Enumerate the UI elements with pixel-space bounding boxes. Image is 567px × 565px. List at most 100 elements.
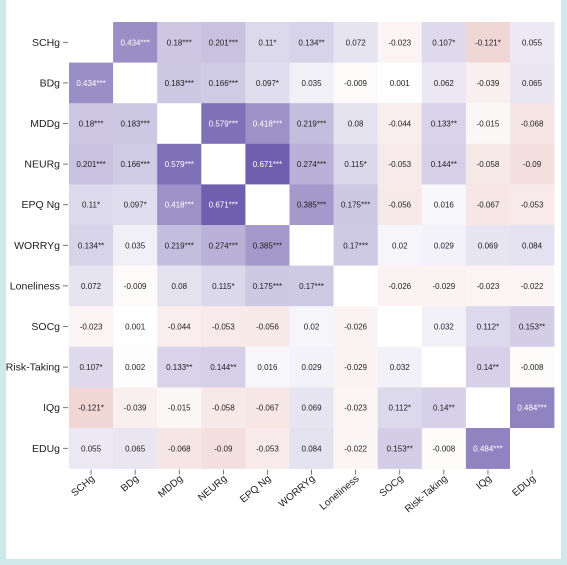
heatmap-cell-epq-ng-risk-taking [421, 184, 467, 226]
heatmap-cell-epq-ng-loneliness [333, 184, 378, 226]
heatmap-cell-worryg-bdg [113, 225, 158, 266]
heatmap-cell-bdg-loneliness [333, 62, 378, 104]
heatmap-cell-edug-iqg [465, 428, 511, 469]
heatmap-cell-epq-ng-edug [510, 184, 555, 226]
heatmap-cell-risk-taking-epq-ng [245, 346, 290, 388]
cell-value-label: -0.056 [388, 201, 411, 210]
cell-value-label: 0.107* [432, 38, 455, 47]
heatmap-cell-epq-ng-mddg [157, 184, 202, 226]
cell-value-label: 0.065 [125, 444, 146, 453]
heatmap-cell-risk-taking-worryg [289, 346, 334, 388]
cell-value-label: -0.023 [344, 404, 367, 413]
heatmap-cell-bdg-neurg [201, 62, 246, 104]
heatmap-cell-loneliness-worryg [289, 265, 334, 307]
heatmap-cell-socg-bdg [113, 306, 158, 348]
cell-value-label: 0.115* [212, 282, 235, 291]
cell-value-label: -0.008 [433, 444, 456, 453]
heatmap-cell-risk-taking-risk-taking [421, 346, 467, 388]
heatmap-cell-iqg-worryg [289, 387, 334, 429]
cell-value-label: 0.069 [302, 404, 323, 413]
cell-value-label: 0.385*** [253, 241, 282, 250]
cell-value-label: 0.02 [392, 241, 408, 250]
heatmap-cell-edug-socg [377, 428, 423, 469]
heatmap-cell-neurg-bdg [113, 143, 158, 185]
cell-value-label: 0.484*** [473, 444, 502, 453]
cell-value-label: 0.029 [434, 241, 455, 250]
cell-value-label: 0.18*** [79, 120, 104, 129]
cell-value-label: 0.201*** [76, 160, 105, 169]
cell-value-label: -0.067 [256, 404, 279, 413]
cell-value-label: 0.434*** [76, 79, 105, 88]
heatmap-cell-mddg-iqg [465, 103, 511, 145]
heatmap-cell-epq-ng-schg [69, 184, 114, 226]
cell-value-label: -0.056 [256, 323, 279, 332]
heatmap-cell-loneliness-neurg [201, 265, 246, 307]
heatmap-cell-iqg-epq-ng [245, 387, 290, 429]
cell-value-label: 0.14** [477, 363, 499, 372]
cell-value-label: 0.032 [390, 363, 411, 372]
row-labels: SCHg BDg MDDg NEURg EPQ Ng WORRYg Loneliness SO… [6, 37, 68, 455]
cell-value-label: 0.219*** [165, 241, 194, 250]
heatmap-cell-risk-taking-edug [510, 346, 555, 388]
cell-value-label: 0.035 [302, 79, 323, 88]
heatmap-cell-iqg-schg [69, 387, 114, 429]
heatmap-cell-socg-worryg [289, 306, 334, 348]
heatmap-cell-mddg-schg [69, 103, 114, 145]
cell-value-label: -0.053 [388, 160, 411, 169]
row-label-iqg: IQg [43, 402, 60, 414]
heatmap-cell-worryg-iqg [465, 225, 511, 266]
frame-right-border [561, 0, 567, 565]
cell-value-label: 0.062 [434, 79, 455, 88]
cell-value-label: -0.044 [388, 120, 411, 129]
cell-value-label: 0.201*** [209, 38, 238, 47]
heatmap-cell-iqg-neurg [201, 387, 246, 429]
heatmap-cell-loneliness-risk-taking [421, 265, 467, 307]
heatmap-cell-iqg-iqg [465, 387, 511, 429]
cell-value-label: -0.039 [477, 79, 500, 88]
cell-value-label: 0.084 [522, 241, 543, 250]
heatmap-cell-risk-taking-iqg [465, 346, 511, 388]
heatmap-cell-neurg-risk-taking [421, 143, 467, 185]
cell-value-label: 0.055 [81, 444, 102, 453]
column-label-iqg: IQg [474, 473, 493, 492]
cell-value-label: -0.053 [212, 323, 235, 332]
cell-value-label: 0.08 [171, 282, 187, 291]
cell-value-label: 0.065 [522, 79, 543, 88]
cell-value-label: 0.484*** [517, 404, 546, 413]
cell-value-label: -0.023 [80, 323, 103, 332]
heatmap-cell-risk-taking-neurg [201, 346, 246, 388]
cell-value-label: 0.17*** [343, 241, 368, 250]
cell-value-label: 0.175*** [253, 282, 282, 291]
cell-value-label: 0.144** [431, 160, 457, 169]
heatmap-cell-worryg-mddg [157, 225, 202, 266]
heatmap-cell-socg-socg [377, 306, 423, 348]
heatmap-cell-epq-ng-epq-ng [245, 184, 290, 226]
heatmap-cell-worryg-epq-ng [245, 225, 290, 266]
cell-value-label: -0.039 [124, 404, 147, 413]
cell-value-label: 0.072 [81, 282, 102, 291]
cell-value-label: 0.153** [387, 444, 413, 453]
heatmap-cell-risk-taking-mddg [157, 346, 202, 388]
row-label-mddg: MDDg [30, 118, 60, 130]
cell-value-label: 0.175*** [341, 201, 370, 210]
heatmap-cell-worryg-socg [377, 225, 423, 266]
cell-value-label: -0.058 [212, 404, 235, 413]
heatmap-cell-bdg-edug [510, 62, 555, 104]
heatmap-cell-loneliness-schg [69, 265, 114, 307]
cell-value-label: 0.166*** [120, 160, 149, 169]
heatmap-cell-loneliness-bdg [113, 265, 158, 307]
cell-value-label: -0.121* [475, 38, 501, 47]
heatmap-cell-mddg-worryg [289, 103, 334, 145]
heatmap-cell-loneliness-epq-ng [245, 265, 290, 307]
cell-value-label: -0.009 [344, 79, 367, 88]
heatmap-cell-mddg-bdg [113, 103, 158, 145]
row-label-worryg: WORRYg [14, 240, 60, 252]
heatmap-cell-worryg-neurg [201, 225, 246, 266]
heatmap-cell-epq-ng-bdg [113, 184, 158, 226]
heatmap-cell-socg-risk-taking [421, 306, 467, 348]
cell-value-label: 0.671*** [209, 201, 238, 210]
heatmap-cell-schg-bdg [113, 22, 158, 63]
heatmap-cell-epq-ng-socg [377, 184, 423, 226]
